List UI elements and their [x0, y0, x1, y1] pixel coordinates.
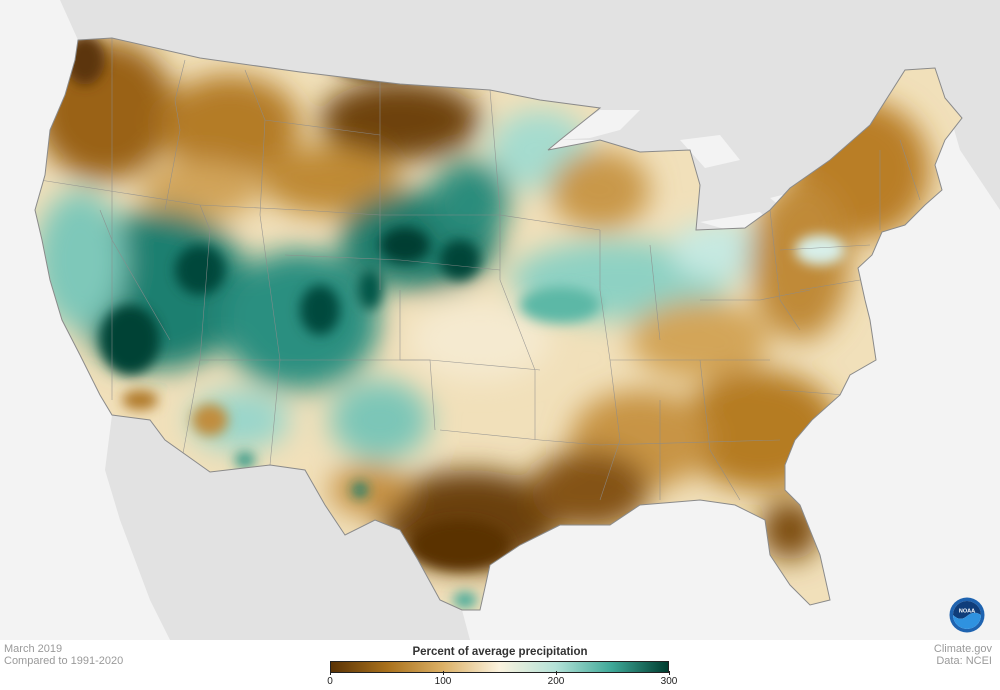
credit-data: Data: NCEI	[936, 655, 992, 667]
legend-tick-mark	[669, 671, 670, 675]
noaa-logo-text: NOAA	[959, 609, 975, 615]
map-panel: NOAA	[0, 0, 1000, 640]
legend-tick-label: 300	[660, 676, 678, 687]
noaa-logo: NOAA	[949, 597, 985, 633]
legend-tick-mark	[443, 671, 444, 675]
legend-tick-label: 200	[547, 676, 565, 687]
legend-tick-mark	[330, 671, 331, 675]
legend-tick-mark	[556, 671, 557, 675]
state-boundaries	[39, 38, 921, 501]
legend-tick-label: 0	[327, 676, 333, 687]
baseline-label: Compared to 1991-2020	[4, 655, 124, 667]
date-label: March 2019	[4, 643, 63, 655]
footer: March 2019 Compared to 1991-2020 Climate…	[0, 640, 1000, 690]
credit-site: Climate.gov	[933, 643, 992, 655]
foreign-land	[60, 0, 1000, 640]
legend-title: Percent of average precipitation	[412, 646, 588, 658]
legend-tick-label: 100	[434, 676, 452, 687]
legend-color-bar	[330, 661, 669, 673]
map-svg	[34, 0, 1000, 640]
